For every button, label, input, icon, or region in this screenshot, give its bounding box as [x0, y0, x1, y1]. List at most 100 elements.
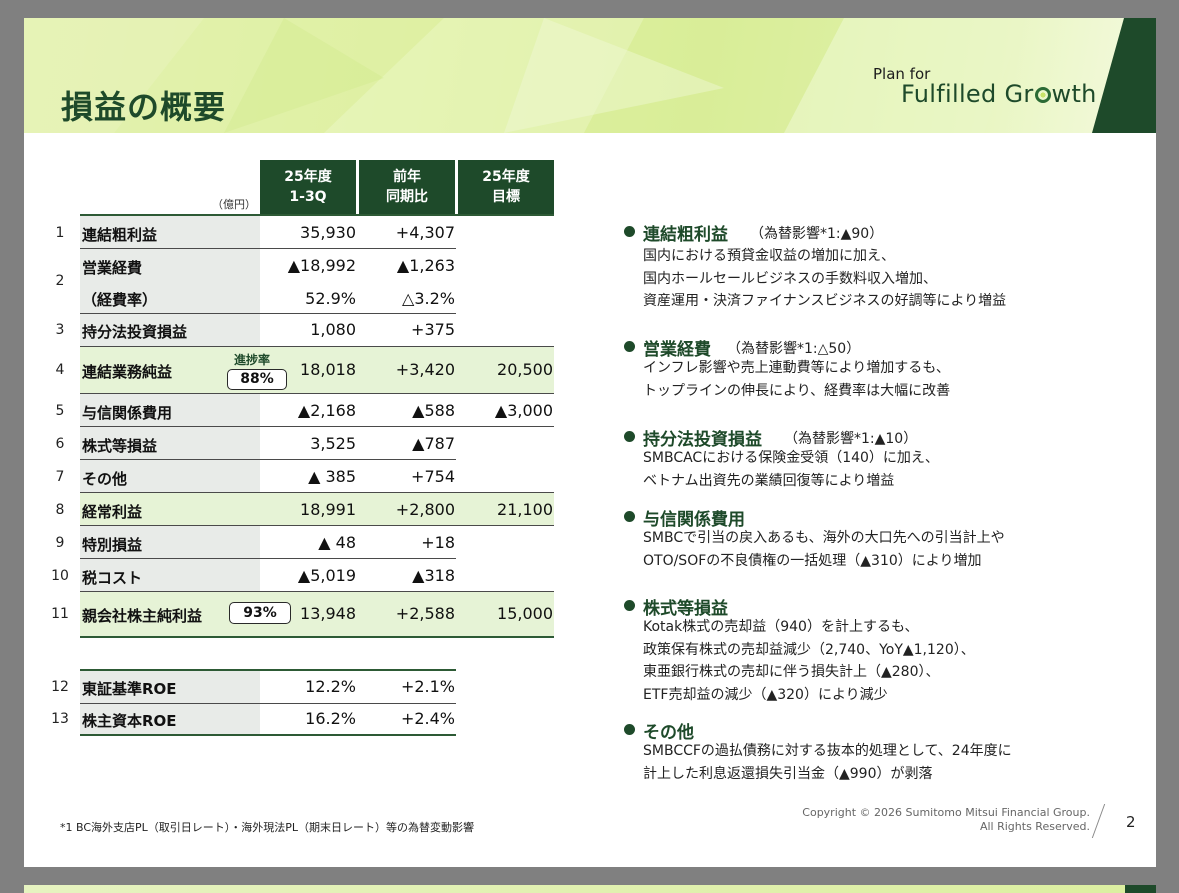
bullet-icon — [624, 724, 635, 735]
section-body: SMBCで引当の戻入あるも、海外の大口先への引当計上や OTO/SOFの不良債権… — [643, 527, 1005, 572]
header-background-pattern — [24, 18, 1156, 133]
row-value-col2: +3,420 — [395, 360, 455, 379]
slide: 損益の概要 Plan for Fulfilled Gr wth （億円） 25年度… — [24, 18, 1156, 867]
row-value-col1: 52.9% — [305, 289, 356, 308]
footnote: *1 BC海外支店PL（取引日レート）・海外現法PL（期末日レート）等の為替変動… — [60, 821, 475, 834]
row10-label-bg — [80, 559, 260, 591]
copyright-line1: Copyright © 2026 Sumitomo Mitsui Financi… — [802, 806, 1090, 819]
row-number: 11 — [51, 606, 69, 622]
rule-8 — [80, 525, 554, 526]
footer-divider — [1091, 804, 1106, 838]
rule-2 — [80, 313, 456, 314]
row-value-col2: +2.4% — [400, 709, 455, 728]
row-value-col2: +2.1% — [400, 677, 455, 696]
next-slide-preview[interactable] — [24, 885, 1156, 893]
next-slide-accent — [1125, 885, 1156, 893]
row-number: 9 — [55, 535, 65, 551]
header-col2-line2: 同期比 — [386, 189, 428, 205]
row-value-col1: ▲ 385 — [308, 467, 356, 486]
row-number: 5 — [55, 403, 65, 419]
row-label-sub: （経費率） — [82, 291, 158, 309]
row2-label-bg — [80, 249, 260, 313]
section-line: 国内ホールセールビジネスの手数料収入増加、 — [643, 270, 937, 287]
row-label: 連結業務純益 — [82, 363, 173, 381]
row-value-col2: ▲1,263 — [396, 256, 455, 275]
row-label: 東証基準ROE — [82, 680, 177, 698]
section-line: Kotak株式の売却益（940）を計上するも、 — [643, 619, 919, 635]
section-title: 持分法投資損益 — [643, 430, 762, 450]
header-col1-line2: 1-3Q — [289, 189, 327, 205]
logo-globe-icon — [1034, 87, 1051, 103]
bullet-icon — [624, 226, 635, 237]
section-body: インフレ影響や売上連動費等により増加するも、 トップラインの伸長により、経費率は… — [643, 357, 950, 402]
section-line: SMBCで引当の戻入あるも、海外の大口先への引当計上や — [643, 530, 1005, 546]
table-bottom-rule — [80, 636, 554, 638]
row-value-col1: 35,930 — [300, 223, 356, 242]
logo-tagline-top: Plan for — [873, 65, 931, 83]
rule-4 — [80, 393, 554, 394]
section-note: （為替影響*1:△50） — [727, 341, 861, 357]
row-value-col2: +18 — [421, 533, 455, 552]
row-value-col1: 12.2% — [305, 677, 356, 696]
row-value-col1: 13,948 — [300, 604, 356, 623]
table-unit: （億円） — [212, 198, 256, 211]
header-col3-line2: 目標 — [492, 189, 520, 205]
row-label: 連結粗利益 — [82, 226, 158, 244]
row-number: 1 — [55, 225, 65, 241]
logo-text-b: wth — [1051, 80, 1097, 108]
progress-badge-row4: 88% — [227, 369, 287, 390]
section-line: SMBCCFの過払債務に対する抜本的処理として、24年度に — [643, 743, 1012, 759]
page-number: 2 — [1126, 813, 1136, 831]
row-label: 株式等損益 — [82, 437, 158, 455]
rule-6 — [80, 459, 456, 460]
section-line: 資産運用・決済ファイナンスビジネスの好調等により増益 — [643, 293, 1007, 309]
row-value-col3: 15,000 — [497, 604, 553, 623]
section-line: OTO/SOFの不良債権の一括処理（▲310）により増加 — [643, 552, 982, 569]
row-label: 特別損益 — [82, 536, 143, 554]
section-line: SMBCACにおける保険金受領（140）に加え、 — [643, 450, 939, 466]
logo-text-a: Fulfilled Gr — [901, 80, 1034, 108]
row-label: 与信関係費用 — [82, 404, 173, 422]
section-line: トップラインの伸長により、経費率は大幅に改善 — [643, 382, 951, 399]
roe-bottom-rule — [80, 734, 456, 736]
slide-header: 損益の概要 Plan for Fulfilled Gr wth — [24, 18, 1156, 133]
rule-3 — [80, 346, 554, 347]
table-header-col2: 前年 同期比 — [359, 160, 455, 214]
row9-label-bg — [80, 526, 260, 558]
row-value-col2: △3.2% — [402, 289, 455, 308]
row-value-col3: 20,500 — [497, 360, 553, 379]
bullet-icon — [624, 600, 635, 611]
row-number: 6 — [55, 436, 65, 452]
row6-label-bg — [80, 427, 260, 459]
row-label: 経常利益 — [82, 503, 143, 521]
progress-label: 進捗率 — [234, 353, 271, 367]
row3-label-bg — [80, 314, 260, 346]
page-title: 損益の概要 — [61, 88, 227, 126]
row-label: 営業経費 — [82, 259, 143, 277]
row-label: 税コスト — [82, 569, 143, 587]
section-body: SMBCACにおける保険金受領（140）に加え、 ベトナム出資先の業績回復等によ… — [643, 447, 939, 492]
rule-9 — [80, 558, 456, 559]
row-number: 7 — [55, 469, 65, 485]
bullet-icon — [624, 341, 635, 352]
header-col1-line1: 25年度 — [284, 169, 332, 185]
section-line: ETF売却益の減少（▲320）により減少 — [643, 686, 888, 703]
rule-10 — [80, 591, 554, 592]
row-number: 2 — [55, 273, 65, 289]
table-header-col1: 25年度 1-3Q — [260, 160, 356, 214]
row-value-col1: 1,080 — [310, 320, 356, 339]
row-value-col1: 18,018 — [300, 360, 356, 379]
row-value-col2: ▲588 — [412, 401, 455, 420]
row7-label-bg — [80, 460, 260, 492]
row-value-col2: +754 — [411, 467, 455, 486]
row-value-col2: ▲318 — [412, 566, 455, 585]
copyright-line2: All Rights Reserved. — [979, 820, 1090, 833]
row-value-col2: +2,588 — [395, 604, 455, 623]
table-top-rule — [80, 214, 554, 216]
section-title: 連結粗利益 — [643, 225, 728, 245]
row1-label-bg — [80, 216, 260, 248]
row-number: 3 — [55, 322, 65, 338]
section-body: SMBCCFの過払債務に対する抜本的処理として、24年度に 計上した利息返還損失… — [643, 740, 1012, 785]
section-line: 計上した利息返還損失引当金（▲990）が剥落 — [643, 765, 933, 782]
section-line: ベトナム出資先の業績回復等により増益 — [643, 472, 895, 489]
